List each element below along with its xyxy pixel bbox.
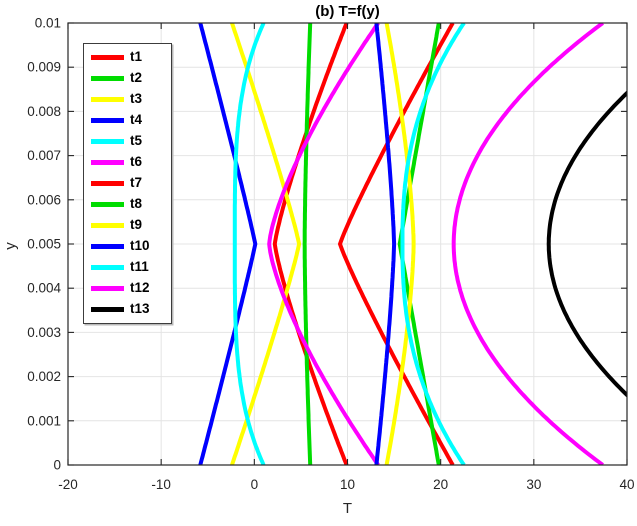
legend-box: t1 t2 t3 t4 t5 t6 t7 t8 t9 t10 t11 t12 t13 xyxy=(83,43,172,324)
legend-entry-t2: t2 xyxy=(91,69,171,89)
legend-entry-t8: t8 xyxy=(91,195,171,215)
legend-line-swatch xyxy=(91,118,124,123)
curve-t13 xyxy=(546,90,627,398)
y-tick-label: 0.004 xyxy=(27,281,61,296)
x-tick-label: 20 xyxy=(433,477,448,492)
curve-t10 xyxy=(374,23,397,465)
curve-t5 xyxy=(232,23,266,465)
legend-entry-t3: t3 xyxy=(91,90,171,110)
legend-label: t10 xyxy=(130,237,150,253)
curve-t2 xyxy=(302,23,313,465)
legend-label: t11 xyxy=(130,258,149,274)
y-axis-label: y xyxy=(2,242,19,250)
y-tick-label: 0.003 xyxy=(27,325,61,340)
curves-group xyxy=(198,23,627,465)
y-tick-label: 0.01 xyxy=(35,16,61,31)
legend-line-swatch xyxy=(91,286,124,291)
legend-entry-t11: t11 xyxy=(91,258,171,278)
legend-entry-t12: t12 xyxy=(91,279,171,299)
x-tick-label: -20 xyxy=(58,477,78,492)
chart-title: (b) T=f(y) xyxy=(315,3,380,20)
x-tick-label: 40 xyxy=(619,477,634,492)
legend-label: t1 xyxy=(130,48,143,64)
legend-entry-t7: t7 xyxy=(91,174,171,194)
legend-label: t13 xyxy=(130,300,150,316)
legend-line-swatch xyxy=(91,139,124,144)
curve-t3 xyxy=(230,23,302,465)
curve-t11 xyxy=(400,23,466,465)
y-tick-label: 0.007 xyxy=(27,148,61,163)
legend-line-swatch xyxy=(91,307,124,312)
legend-label: t7 xyxy=(130,174,143,190)
y-tick-label: 0.009 xyxy=(27,60,61,75)
legend-line-swatch xyxy=(91,202,124,207)
legend-label: t4 xyxy=(130,111,143,127)
legend-line-swatch xyxy=(91,76,124,81)
curve-t6 xyxy=(267,23,380,465)
legend-label: t9 xyxy=(130,216,143,232)
y-tick-label: 0 xyxy=(53,458,61,473)
y-tick-label: 0.002 xyxy=(27,369,61,384)
x-tick-label: 30 xyxy=(526,477,541,492)
y-tick-label: 0.005 xyxy=(27,237,61,252)
curve-t4 xyxy=(198,23,258,465)
legend-entry-t10: t10 xyxy=(91,237,171,257)
legend-line-swatch xyxy=(91,265,124,270)
legend-line-swatch xyxy=(91,244,124,249)
x-tick-label: 0 xyxy=(251,477,259,492)
legend-entry-t1: t1 xyxy=(91,48,171,68)
legend-entry-t9: t9 xyxy=(91,216,171,236)
legend-line-swatch xyxy=(91,97,124,102)
legend-label: t6 xyxy=(130,153,143,169)
legend-line-swatch xyxy=(91,181,124,186)
y-tick-label: 0.001 xyxy=(27,413,61,428)
legend-entry-t13: t13 xyxy=(91,300,171,320)
x-axis-label: T xyxy=(343,500,352,517)
x-tick-label: 10 xyxy=(340,477,355,492)
legend-line-swatch xyxy=(91,160,124,165)
x-tick-label: -10 xyxy=(151,477,171,492)
legend-line-swatch xyxy=(91,223,124,228)
legend-label: t12 xyxy=(130,279,150,295)
y-tick-label: 0.008 xyxy=(27,104,61,119)
curve-t12 xyxy=(451,23,605,465)
legend-entry-t6: t6 xyxy=(91,153,171,173)
legend-label: t5 xyxy=(130,132,143,148)
legend-line-swatch xyxy=(91,55,124,60)
legend-label: t8 xyxy=(130,195,143,211)
curve-t7 xyxy=(337,23,455,465)
legend-label: t2 xyxy=(130,69,143,85)
curve-t9 xyxy=(384,23,416,465)
y-tick-label: 0.006 xyxy=(27,192,61,207)
curve-t1 xyxy=(272,23,349,465)
legend-label: t3 xyxy=(130,90,143,106)
legend-entry-t4: t4 xyxy=(91,111,171,131)
legend-entry-t5: t5 xyxy=(91,132,171,152)
